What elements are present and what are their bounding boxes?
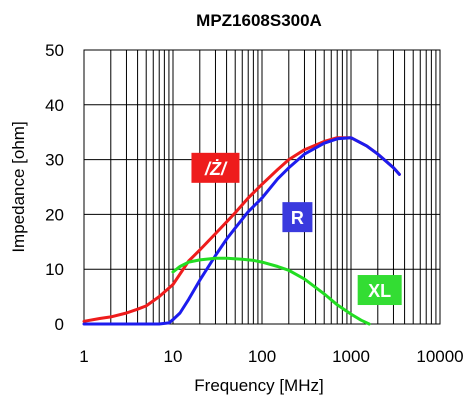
y-tick-labels: 0 10 20 30 40 50 <box>45 41 64 334</box>
series-layer <box>82 136 401 326</box>
y-tick-label: 30 <box>45 151 64 170</box>
x-axis-title: Frequency [MHz] <box>194 376 323 395</box>
x-tick-labels: 1 10 100 1000 10000 <box>79 347 463 366</box>
series-label-background <box>357 275 402 306</box>
series-line- <box>82 136 401 323</box>
series-label-background <box>191 152 240 183</box>
series-label-text: /Ż/ <box>204 159 228 179</box>
y-axis-title: Impedance [ohm] <box>9 121 28 252</box>
x-tick-label: 10000 <box>416 347 463 366</box>
chart-title: MPZ1608S300A <box>196 11 322 30</box>
x-tick-label: 1 <box>79 347 88 366</box>
series-label-badge: /Ż/ <box>191 152 240 183</box>
series-line-r <box>82 136 401 326</box>
y-tick-label: 10 <box>45 260 64 279</box>
series-labels: /Ż/R XL <box>191 152 402 306</box>
y-tick-label: 20 <box>45 205 64 224</box>
y-tick-label: 0 <box>55 315 64 334</box>
plot-frame <box>83 49 441 325</box>
series-label-badge: XL <box>357 275 402 306</box>
grid <box>84 50 440 324</box>
series-label-background <box>282 202 313 233</box>
x-tick-label: 100 <box>248 347 276 366</box>
x-tick-label: 10 <box>164 347 183 366</box>
y-tick-label: 40 <box>45 96 64 115</box>
series-label-badge: R <box>282 202 313 233</box>
series-label-text: R <box>291 208 304 228</box>
series-label-text: XL <box>368 281 391 301</box>
y-tick-label: 50 <box>45 41 64 60</box>
x-tick-label: 1000 <box>332 347 370 366</box>
series-line-xl <box>171 256 371 326</box>
